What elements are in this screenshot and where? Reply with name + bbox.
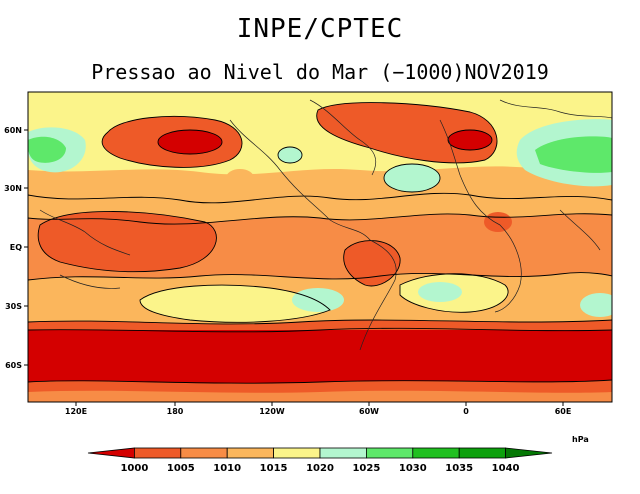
lon-label-120e: 120E bbox=[65, 407, 87, 416]
lat-label-30n: 30N bbox=[4, 184, 22, 193]
band-1013 bbox=[28, 166, 612, 225]
high-south-atlantic-core bbox=[418, 282, 462, 302]
colorbar: hPa 1000 1005 1010 1015 1020 1025 1030 1035 1040 bbox=[87, 435, 589, 474]
colorbar-tick-1000: 1000 bbox=[120, 463, 148, 474]
colorbar-box-6 bbox=[365, 447, 414, 459]
colorbar-box-4 bbox=[273, 447, 321, 459]
map-title: INPE/CPTEC bbox=[236, 14, 404, 44]
high-asia-west-core bbox=[28, 136, 66, 163]
lat-label-30s: 30S bbox=[5, 302, 22, 311]
lat-label-60s: 60S bbox=[5, 361, 22, 370]
colorbar-box-2 bbox=[180, 447, 228, 459]
low-maritime-continent bbox=[38, 211, 217, 272]
lon-label-180: 180 bbox=[167, 407, 184, 416]
colorbar-box-0 bbox=[87, 447, 135, 459]
colorbar-box-9 bbox=[505, 447, 553, 459]
latitude-labels: 60N 30N EQ 30S 60S bbox=[4, 126, 22, 370]
low-africa bbox=[484, 212, 512, 232]
colorbar-tick-1015: 1015 bbox=[260, 463, 288, 474]
lat-label-eq: EQ bbox=[10, 243, 22, 252]
colorbar-box-8 bbox=[458, 447, 507, 459]
lon-label-60w: 60W bbox=[359, 407, 379, 416]
colorbar-tick-1035: 1035 bbox=[445, 463, 473, 474]
high-south-pacific-core bbox=[292, 288, 344, 312]
map-subtitle: Pressao ao Nivel do Mar (−1000)NOV2019 bbox=[91, 60, 549, 84]
colorbar-box-7 bbox=[412, 447, 460, 459]
low-south-america bbox=[343, 240, 401, 286]
axis-ticks bbox=[24, 129, 564, 406]
band-1005-south bbox=[28, 320, 612, 330]
colorbar-tick-1005: 1005 bbox=[167, 463, 195, 474]
low-icelandic-core bbox=[448, 130, 492, 150]
colorbar-box-1 bbox=[133, 447, 182, 459]
low-north-pacific bbox=[226, 169, 254, 187]
high-siberian-core bbox=[535, 136, 612, 173]
colorbar-tick-1010: 1010 bbox=[213, 463, 241, 474]
colorbar-tick-1040: 1040 bbox=[492, 463, 520, 474]
high-south-pacific bbox=[140, 285, 330, 323]
coastlines bbox=[39, 99, 612, 351]
lat-label-60n: 60N bbox=[4, 126, 22, 135]
low-aleutian-core bbox=[158, 130, 222, 154]
high-azores bbox=[384, 164, 440, 192]
colorbar-box-5 bbox=[319, 447, 367, 459]
pressure-field bbox=[28, 92, 612, 402]
colorbar-unit: hPa bbox=[572, 435, 589, 444]
low-icelandic bbox=[316, 102, 497, 163]
high-indian-core bbox=[580, 293, 612, 317]
colorbar-tick-labels: 1000 1005 1010 1015 1020 1025 1030 1035 1040 bbox=[120, 463, 519, 474]
colorbar-tick-1030: 1030 bbox=[399, 463, 427, 474]
colorbar-tick-1020: 1020 bbox=[306, 463, 334, 474]
lon-label-60e: 60E bbox=[555, 407, 572, 416]
colorbar-tick-1025: 1025 bbox=[352, 463, 380, 474]
high-north-america bbox=[278, 147, 302, 163]
lon-label-0: 0 bbox=[463, 407, 469, 416]
antarctic-rise-2 bbox=[28, 390, 612, 402]
colorbar-boxes bbox=[87, 447, 553, 459]
lon-label-120w: 120W bbox=[259, 407, 285, 416]
longitude-labels: 120E 180 120W 60W 0 60E bbox=[65, 407, 571, 416]
isobar-contours bbox=[28, 102, 612, 384]
colorbar-box-3 bbox=[226, 447, 274, 459]
